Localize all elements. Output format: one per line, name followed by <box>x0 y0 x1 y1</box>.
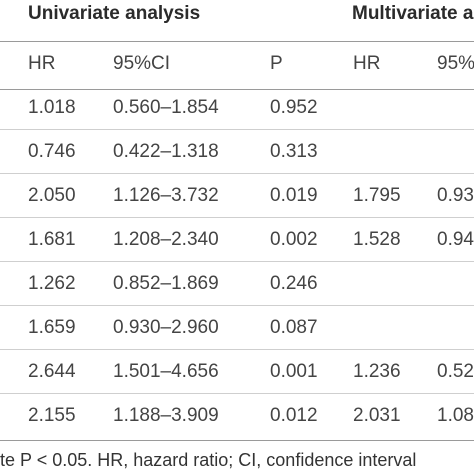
table-bottom-rule <box>0 440 474 441</box>
hr-cell: 0.746 <box>28 141 76 162</box>
hr-multivariate-cell: 1.236 <box>353 361 401 382</box>
col-header-ci-univariate: 95%CI <box>113 53 171 74</box>
hr-cell: 2.644 <box>28 361 76 382</box>
row-divider <box>0 349 474 350</box>
p-cell: 0.246 <box>270 273 318 294</box>
table-footnote: te P < 0.05. HR, hazard ratio; CI, confi… <box>0 450 417 470</box>
ci-cell: 0.422–1.318 <box>113 141 219 162</box>
hr-cell: 1.681 <box>28 229 76 250</box>
p-cell: 0.001 <box>270 361 318 382</box>
hr-cell: 1.659 <box>28 317 76 338</box>
row-divider <box>0 305 474 306</box>
row-divider <box>0 129 474 130</box>
hr-multivariate-cell: 2.031 <box>353 405 401 426</box>
ci-cell: 0.930–2.960 <box>113 317 219 338</box>
univariate-group-header: Univariate analysis <box>28 3 201 24</box>
ci-cell: 1.188–3.909 <box>113 405 219 426</box>
header-rule-top <box>0 41 474 42</box>
ci-cell: 0.852–1.869 <box>113 273 219 294</box>
col-header-hr-univariate: HR <box>28 53 56 74</box>
row-divider <box>0 173 474 174</box>
hr-cell: 2.155 <box>28 405 76 426</box>
multivariate-group-header: Multivariate a <box>352 3 474 24</box>
col-header-hr-multivariate: HR <box>353 53 381 74</box>
hr-cell: 2.050 <box>28 185 76 206</box>
p-cell: 0.019 <box>270 185 318 206</box>
hr-multivariate-cell: 1.528 <box>353 229 401 250</box>
col-header-ci-multivariate: 95% <box>437 53 474 74</box>
p-cell: 0.952 <box>270 97 318 118</box>
ci-cell: 0.560–1.854 <box>113 97 219 118</box>
p-cell: 0.313 <box>270 141 318 162</box>
p-cell: 0.012 <box>270 405 318 426</box>
row-divider <box>0 393 474 394</box>
ci-multivariate-cell: 1.08 <box>437 405 474 426</box>
ci-cell: 1.208–2.340 <box>113 229 219 250</box>
p-cell: 0.002 <box>270 229 318 250</box>
p-cell: 0.087 <box>270 317 318 338</box>
ci-multivariate-cell: 0.93 <box>437 185 474 206</box>
ci-cell: 1.501–4.656 <box>113 361 219 382</box>
row-divider <box>0 217 474 218</box>
hr-cell: 1.262 <box>28 273 76 294</box>
hr-cell: 1.018 <box>28 97 76 118</box>
ci-multivariate-cell: 0.52 <box>437 361 474 382</box>
row-divider <box>0 261 474 262</box>
hr-multivariate-cell: 1.795 <box>353 185 401 206</box>
ci-multivariate-cell: 0.94 <box>437 229 474 250</box>
header-rule-bottom <box>0 89 474 90</box>
col-header-p-univariate: P <box>270 53 283 74</box>
ci-cell: 1.126–3.732 <box>113 185 219 206</box>
